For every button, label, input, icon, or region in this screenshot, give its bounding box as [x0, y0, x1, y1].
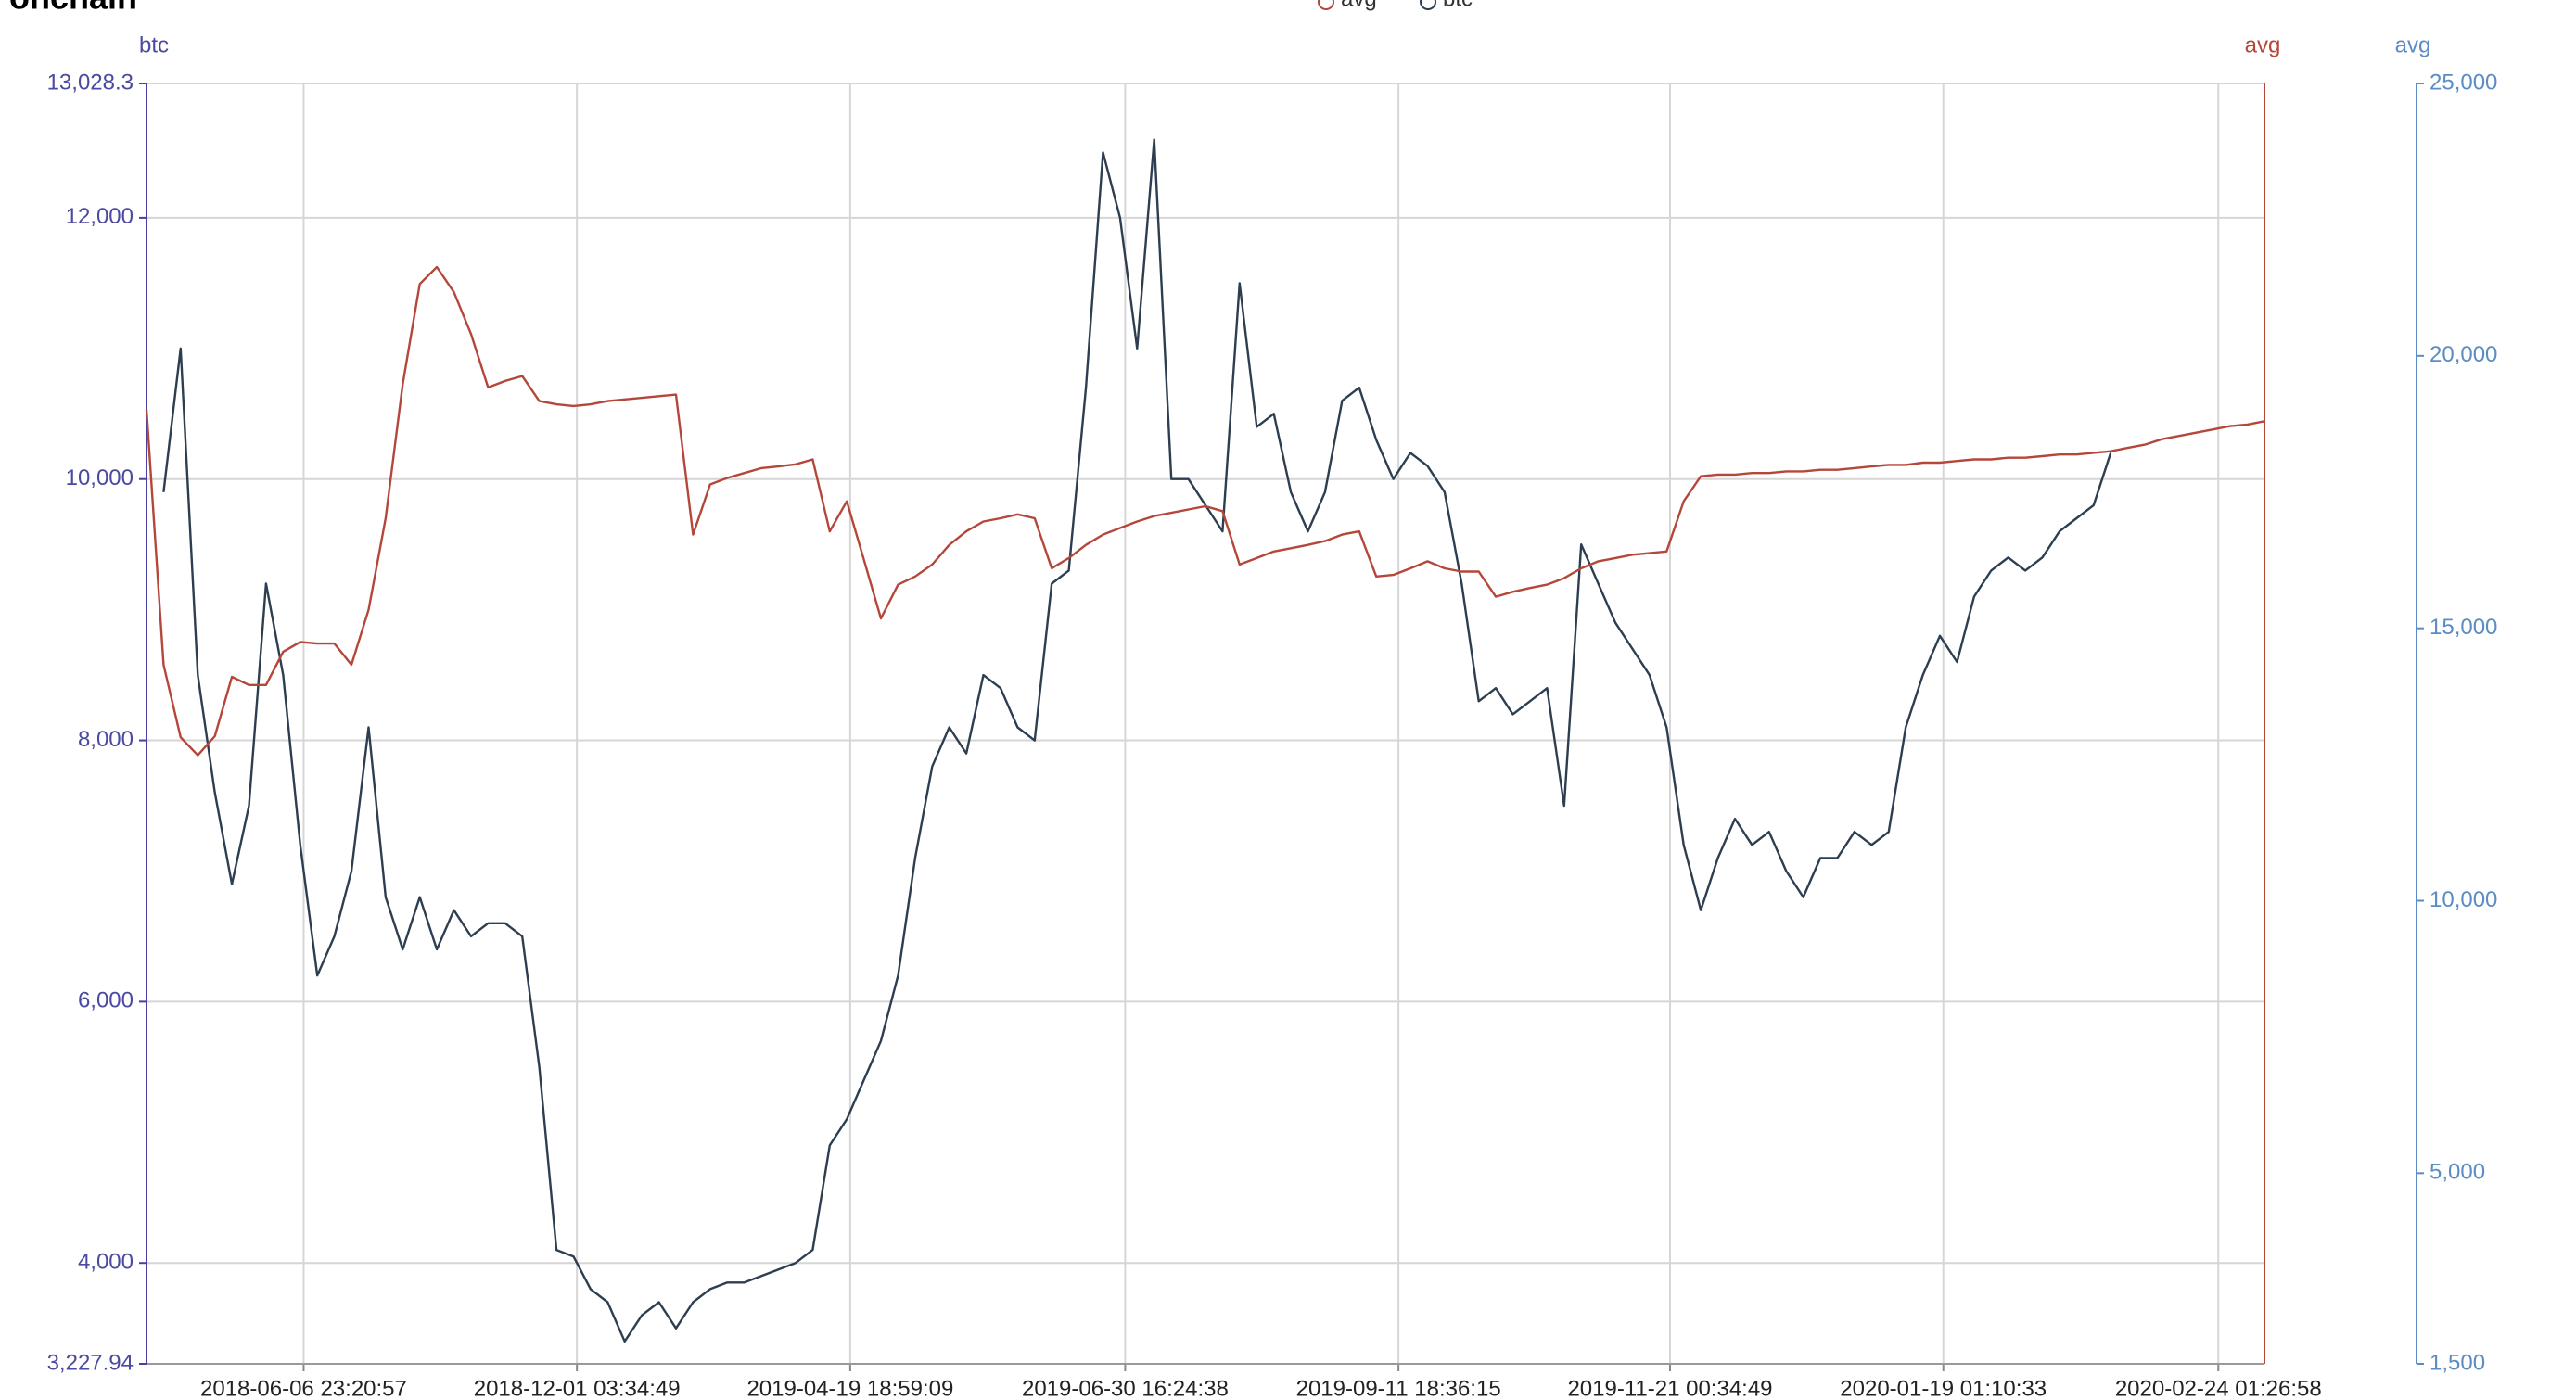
y-tick-label: 8,000	[78, 727, 134, 752]
legend-label: avg	[1341, 0, 1377, 11]
y2-tick-label: 1,500	[2429, 1350, 2485, 1375]
series-line	[162, 138, 2112, 1343]
y2-axis-title: avg	[2395, 32, 2431, 57]
y-tick-label: 10,000	[66, 465, 134, 490]
y-axis-title: btc	[139, 32, 169, 57]
x-tick-label: 2020-02-24 01:26:58	[2115, 1376, 2322, 1400]
chart-title: onchain	[9, 0, 137, 17]
y-tick-label: 12,000	[66, 204, 134, 229]
x-tick-label: 2019-04-19 18:59:09	[746, 1376, 953, 1400]
x-tick-label: 2020-01-19 01:10:33	[1840, 1376, 2047, 1400]
y2-tick-label: 5,000	[2429, 1160, 2485, 1185]
x-tick-label: 2018-06-06 23:20:57	[200, 1376, 407, 1400]
y-tick-label: 3,227.94	[47, 1350, 134, 1375]
y-tick-label: 6,000	[78, 988, 134, 1013]
y-axis-title: avg	[2245, 32, 2281, 57]
x-tick-label: 2019-09-11 18:36:15	[1296, 1376, 1501, 1400]
y-tick-label: 13,028.3	[47, 70, 134, 95]
y-tick-label: 4,000	[78, 1250, 134, 1275]
y2-tick-label: 25,000	[2429, 70, 2497, 95]
legend-label: btc	[1443, 0, 1473, 11]
y2-tick-label: 20,000	[2429, 342, 2497, 367]
x-tick-label: 2019-11-21 00:34:49	[1567, 1376, 1772, 1400]
series-line	[145, 265, 2265, 757]
y2-tick-label: 10,000	[2429, 887, 2497, 912]
x-tick-label: 2018-12-01 03:34:49	[474, 1376, 681, 1400]
legend-marker	[1420, 0, 1436, 10]
legend-marker	[1318, 0, 1334, 10]
x-tick-label: 2019-06-30 16:24:38	[1022, 1376, 1229, 1400]
y2-tick-label: 15,000	[2429, 615, 2497, 640]
